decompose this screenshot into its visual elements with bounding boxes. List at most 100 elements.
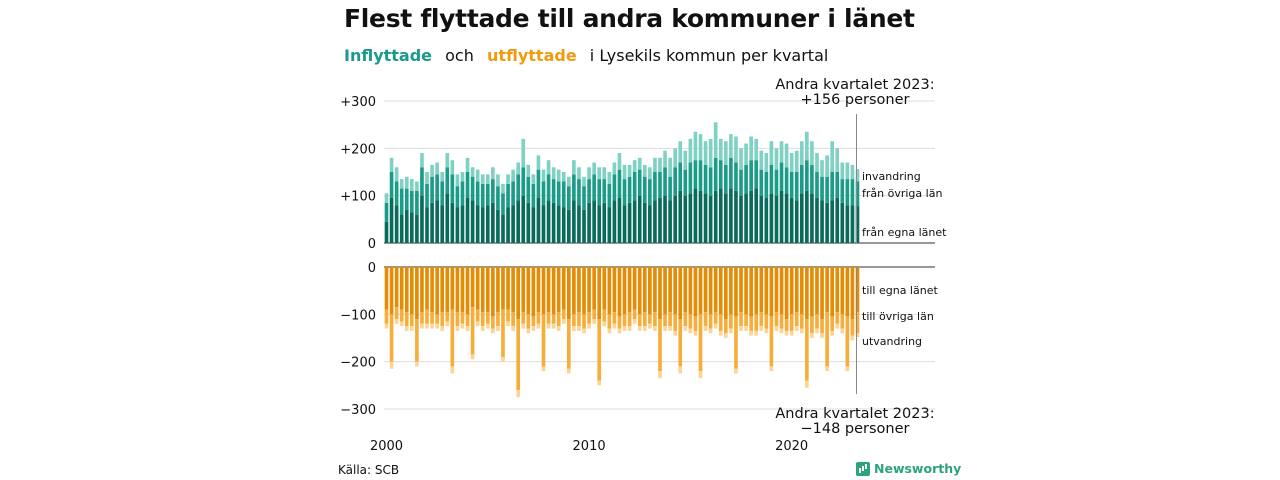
bar-out-segment xyxy=(825,311,829,367)
bar-out-segment xyxy=(450,309,455,367)
bar-in-segment xyxy=(409,179,414,191)
bar-out-segment xyxy=(835,323,840,329)
bar-out-segment xyxy=(739,267,743,312)
bar-out-segment xyxy=(830,316,835,331)
bar-in-segment xyxy=(683,169,688,196)
bar-out-segment xyxy=(546,267,551,312)
bar-in-segment xyxy=(572,174,576,201)
bar-out-segment xyxy=(409,314,414,327)
bar-in-segment xyxy=(420,167,424,196)
bar-out-segment xyxy=(394,319,399,324)
bar-out-segment xyxy=(455,311,460,327)
bar-in-segment xyxy=(460,205,465,243)
bar-out-segment xyxy=(450,267,455,310)
bar-out-segment xyxy=(815,314,819,329)
bar-out-segment xyxy=(764,267,769,315)
bar-out-segment xyxy=(754,314,759,331)
x-tick-label: 2020 xyxy=(775,439,808,454)
bar-out-segment xyxy=(450,366,455,374)
bar-in-segment xyxy=(734,190,738,243)
bar-in-segment xyxy=(703,193,708,243)
bar-in-segment xyxy=(521,138,526,168)
bar-out-segment xyxy=(708,314,713,329)
bar-in-segment xyxy=(602,202,607,243)
bar-out-segment xyxy=(673,330,678,336)
bar-in-segment xyxy=(592,174,596,201)
bar-out-segment xyxy=(597,380,602,386)
bar-out-segment xyxy=(536,323,541,329)
bar-out-segment xyxy=(723,267,728,320)
bar-out-segment xyxy=(688,267,693,315)
bar-in-segment xyxy=(435,200,439,243)
bar-in-segment xyxy=(536,169,541,199)
bar-in-segment xyxy=(642,202,647,243)
bar-in-segment xyxy=(597,167,602,180)
bar-out-segment xyxy=(556,267,561,312)
subtitle-in-label: Inflyttade xyxy=(344,46,433,65)
bar-in-segment xyxy=(541,169,546,182)
bar-out-segment xyxy=(526,267,531,315)
bar-out-segment xyxy=(566,267,571,320)
bar-out-segment xyxy=(536,311,541,324)
brand: Newsworthy xyxy=(856,461,961,476)
bar-out-segment xyxy=(445,321,450,327)
bar-in-segment xyxy=(566,209,571,243)
bar-in-segment xyxy=(678,162,683,191)
bar-out-segment xyxy=(855,333,860,338)
bar-out-segment xyxy=(683,326,688,331)
bar-in-segment xyxy=(511,205,515,243)
bar-out-segment xyxy=(810,267,814,317)
bar-out-segment xyxy=(399,321,404,327)
annotation-bottom-line2: −148 personer xyxy=(800,421,909,437)
bar-in-segment xyxy=(480,183,485,208)
bar-out-segment xyxy=(637,314,642,327)
bar-out-segment xyxy=(632,309,637,320)
bar-out-segment xyxy=(551,323,556,329)
bar-out-segment xyxy=(820,333,824,338)
bar-out-segment xyxy=(789,330,794,336)
bar-in-segment xyxy=(799,164,804,194)
bar-in-segment xyxy=(845,179,850,206)
brand-name: Newsworthy xyxy=(874,461,962,476)
bar-out-segment xyxy=(749,267,753,317)
bar-out-segment xyxy=(820,267,824,320)
bar-in-segment xyxy=(516,162,521,175)
bar-out-segment xyxy=(855,267,860,312)
bar-in-segment xyxy=(840,202,845,243)
bar-in-segment xyxy=(617,198,622,243)
bar-in-segment xyxy=(663,167,667,196)
bar-out-segment xyxy=(521,267,526,312)
bar-in-segment xyxy=(572,160,576,175)
bar-in-segment xyxy=(566,176,571,187)
bar-in-segment xyxy=(713,122,718,158)
bar-in-segment xyxy=(485,183,490,206)
bar-out-segment xyxy=(455,267,460,312)
bar-in-segment xyxy=(475,169,480,182)
bar-out-segment xyxy=(531,326,536,331)
bar-out-segment xyxy=(485,311,490,324)
label-fran-egna-lanet: från egna länet xyxy=(862,226,947,239)
bar-out-segment xyxy=(541,366,546,372)
bar-out-segment xyxy=(663,267,667,315)
bar-out-segment xyxy=(384,267,389,310)
bar-in-segment xyxy=(592,200,596,243)
bar-out-segment xyxy=(506,309,510,322)
bar-in-segment xyxy=(577,179,581,206)
bar-out-segment xyxy=(399,267,404,310)
bar-out-segment xyxy=(658,371,662,379)
bar-in-segment xyxy=(597,179,602,206)
bar-in-segment xyxy=(754,160,759,189)
bar-in-segment xyxy=(582,186,586,210)
bar-in-segment xyxy=(688,138,693,163)
bar-in-segment xyxy=(805,131,809,161)
bar-out-segment xyxy=(693,267,698,317)
bar-in-segment xyxy=(465,172,470,199)
bar-in-segment xyxy=(445,193,450,243)
bar-out-segment xyxy=(845,316,850,367)
x-tick-label: 2010 xyxy=(573,439,606,454)
bar-out-segment xyxy=(794,311,799,327)
bar-out-segment xyxy=(404,326,409,331)
bar-out-segment xyxy=(541,314,546,367)
bar-out-segment xyxy=(506,321,510,327)
bar-out-segment xyxy=(511,267,515,312)
